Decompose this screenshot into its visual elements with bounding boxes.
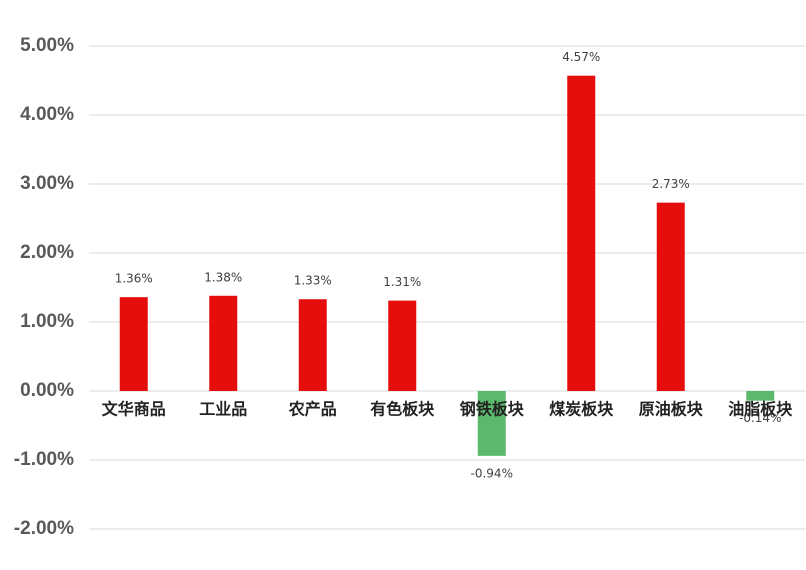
value-label: 4.57% (562, 50, 600, 64)
y-tick-label: 1.00% (20, 311, 74, 332)
x-tick-label: 油脂板块 (728, 400, 793, 419)
y-tick-label: -1.00% (14, 449, 74, 470)
x-tick-label: 煤炭板块 (549, 400, 614, 419)
bar (746, 391, 775, 401)
value-label: 1.36% (115, 272, 153, 286)
y-tick-label: 0.00% (20, 380, 74, 401)
bar (656, 202, 685, 391)
value-label: 1.33% (294, 274, 332, 288)
bar (298, 299, 327, 391)
bar (567, 75, 596, 392)
y-tick-label: 3.00% (20, 173, 74, 194)
y-tick-label: 5.00% (20, 35, 74, 56)
x-tick-label: 钢铁板块 (460, 400, 525, 419)
value-label: 2.73% (652, 177, 690, 191)
x-tick-label: 有色板块 (370, 400, 435, 419)
x-tick-label: 农产品 (288, 400, 337, 419)
x-tick-label: 工业品 (199, 400, 247, 419)
value-label: 1.38% (204, 270, 242, 284)
x-tick-label: 原油板块 (639, 400, 704, 419)
value-label: -0.94% (471, 466, 513, 480)
y-tick-label: 2.00% (20, 242, 74, 263)
bar (477, 391, 506, 456)
bar (388, 300, 417, 391)
y-tick-label: 4.00% (20, 104, 74, 125)
bar (119, 297, 148, 391)
bar (209, 295, 238, 391)
value-label: -0.14% (739, 411, 781, 425)
x-tick-label: 文华商品 (102, 400, 166, 419)
y-tick-label: -2.00% (14, 518, 74, 539)
value-label: 1.31% (383, 275, 421, 289)
